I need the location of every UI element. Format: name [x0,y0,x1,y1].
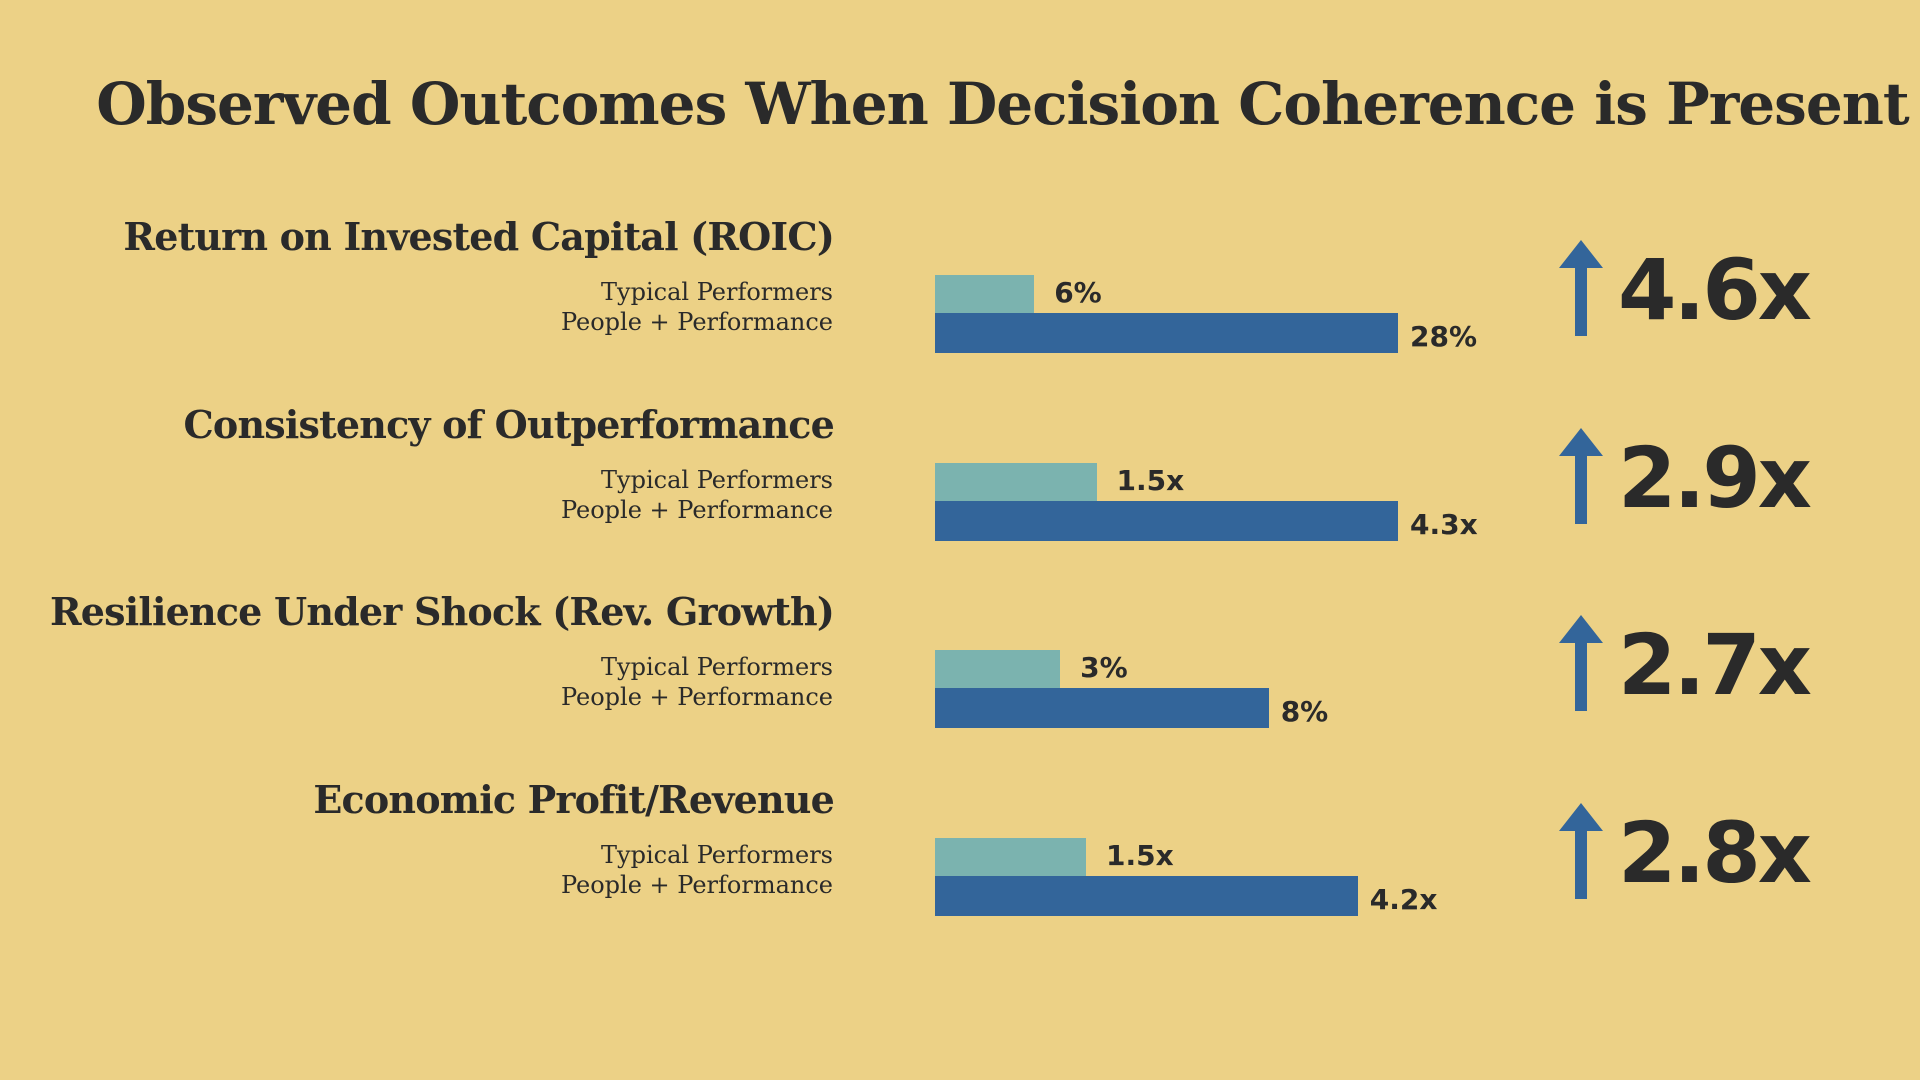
metric-row: Return on Invested Capital (ROIC) Typica… [0,214,1920,374]
value-label-people: 4.2x [1369,883,1438,916]
arrow-up-icon [1559,615,1603,711]
value-label-typical: 1.5x [1116,464,1185,497]
multiplier-label: 4.6x [1618,241,1812,339]
metric-title: Resilience Under Shock (Rev. Growth) [49,589,835,634]
bar-people-performance [935,501,1398,541]
arrow-up-icon [1559,803,1603,899]
value-label-people: 28% [1410,320,1478,353]
value-label-people: 8% [1280,695,1329,728]
bar-typical-performers [935,463,1097,503]
metric-row: Consistency of Outperformance Typical Pe… [0,402,1920,562]
legend-people-performance: People + Performance [560,683,833,711]
metric-row: Resilience Under Shock (Rev. Growth) Typ… [0,589,1920,749]
value-label-typical: 3% [1080,651,1128,684]
legend-typical-performers: Typical Performers [601,466,833,494]
bar-people-performance [935,688,1269,728]
metric-title: Consistency of Outperformance [183,402,834,447]
legend-people-performance: People + Performance [560,871,833,899]
legend-typical-performers: Typical Performers [601,653,833,681]
bar-people-performance [935,876,1358,916]
arrow-up-icon [1559,428,1603,524]
multiplier-label: 2.7x [1618,616,1812,714]
metric-title: Economic Profit/Revenue [313,777,834,822]
bar-typical-performers [935,275,1035,315]
bar-typical-performers [935,838,1086,878]
multiplier-label: 2.8x [1618,804,1812,902]
multiplier-label: 2.9x [1618,429,1812,527]
value-label-people: 4.3x [1410,508,1478,541]
chart-title: Observed Outcomes When Decision Coherenc… [96,70,1909,138]
legend-people-performance: People + Performance [560,308,833,336]
value-label-typical: 6% [1054,276,1102,309]
bar-people-performance [935,313,1398,353]
legend-typical-performers: Typical Performers [601,841,833,869]
metric-title: Return on Invested Capital (ROIC) [123,214,834,259]
bar-typical-performers [935,650,1061,690]
legend-people-performance: People + Performance [560,496,833,524]
metric-row: Economic Profit/Revenue Typical Performe… [0,777,1920,937]
value-label-typical: 1.5x [1105,839,1174,872]
arrow-up-icon [1559,240,1603,336]
legend-typical-performers: Typical Performers [601,278,833,306]
